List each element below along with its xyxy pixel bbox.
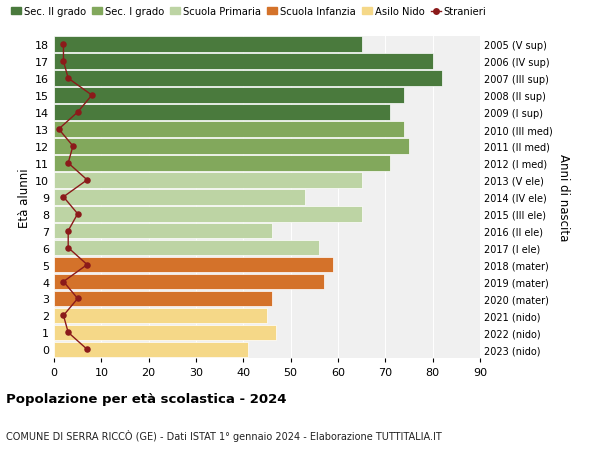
Bar [54,37,362,53]
Bar [54,291,272,307]
Point [59,58,68,66]
Point [73,211,82,218]
Bar [54,88,404,104]
Bar [54,241,319,256]
Bar [54,173,362,188]
Y-axis label: Anni di nascita: Anni di nascita [557,154,569,241]
Bar [54,224,272,239]
Point [64,245,73,252]
Bar [54,207,362,222]
Bar [54,190,305,205]
Point [73,295,82,302]
Point [64,75,73,83]
Point [54,126,64,134]
Legend: Sec. II grado, Sec. I grado, Scuola Primaria, Scuola Infanzia, Asilo Nido, Stran: Sec. II grado, Sec. I grado, Scuola Prim… [11,7,487,17]
Bar [54,274,324,290]
Bar [54,257,333,273]
Bar [54,156,390,171]
Bar [54,71,442,87]
Point [59,41,68,49]
Point [64,329,73,336]
Point [82,346,92,353]
Point [59,312,68,319]
Point [73,109,82,117]
Text: COMUNE DI SERRA RICCÒ (GE) - Dati ISTAT 1° gennaio 2024 - Elaborazione TUTTITALI: COMUNE DI SERRA RICCÒ (GE) - Dati ISTAT … [6,429,442,441]
Y-axis label: Età alunni: Età alunni [18,168,31,227]
Point [64,228,73,235]
Bar [54,139,409,154]
Text: Popolazione per età scolastica - 2024: Popolazione per età scolastica - 2024 [6,392,287,405]
Point [87,92,97,100]
Point [82,261,92,269]
Point [82,177,92,184]
Point [59,194,68,201]
Point [68,143,78,150]
Bar [54,54,433,70]
Point [64,160,73,167]
Point [59,278,68,285]
Bar [54,122,404,138]
Bar [54,105,390,121]
Bar [54,342,248,358]
Bar [54,325,277,341]
Bar [54,308,267,324]
